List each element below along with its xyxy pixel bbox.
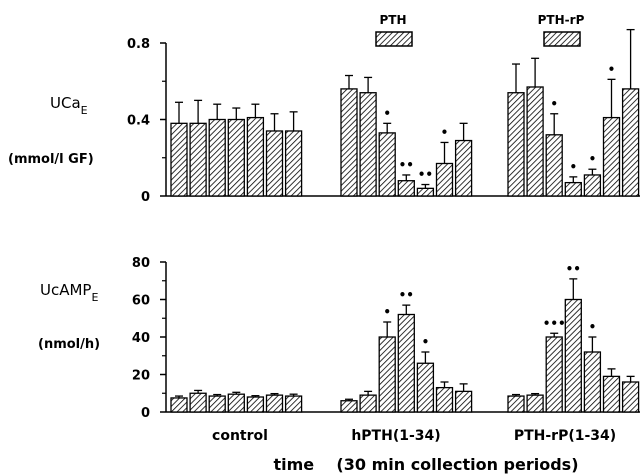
top-bar — [170, 122, 188, 197]
bottom-bar — [227, 393, 245, 413]
bottom-significance-mark: • — [422, 335, 430, 349]
bottom-bar — [416, 362, 435, 413]
top-significance-mark: • — [608, 62, 616, 76]
top-significance-mark: •• — [399, 158, 414, 172]
top-bar — [208, 118, 226, 197]
bottom-bar — [208, 395, 226, 413]
category-label-pthrp: PTH-rP(1-34) — [514, 428, 616, 444]
top-bar — [284, 130, 303, 197]
top-significance-mark: • — [550, 97, 558, 111]
top-treatment-label-pth: PTH — [379, 13, 406, 27]
bottom-bar — [284, 395, 303, 413]
top-bar — [246, 116, 265, 197]
top-significance-mark: • — [383, 106, 391, 120]
top-bar — [378, 132, 396, 197]
bottom-significance-mark: • — [589, 320, 597, 334]
bottom-bar — [621, 381, 640, 413]
bottom-bar — [359, 394, 377, 413]
top-treatment-bar-pth — [375, 31, 413, 47]
bottom-bar — [397, 313, 415, 413]
top-bars: •••••••••• — [170, 28, 640, 197]
top-ylabel: UCaE — [50, 94, 88, 117]
top-bar — [340, 88, 358, 197]
top-bar — [265, 130, 284, 197]
top-bar — [583, 174, 602, 197]
bottom-bar — [265, 394, 284, 413]
bottom-bar — [583, 351, 602, 413]
top-bar — [397, 180, 415, 197]
top-bar — [227, 118, 245, 197]
bottom-bar — [170, 397, 188, 413]
top-bar — [564, 181, 582, 197]
top-bar — [507, 92, 525, 197]
bottom-bar — [545, 336, 563, 413]
bottom-bar — [246, 396, 265, 413]
bottom-ytick-label: 80 — [132, 256, 150, 271]
top-bar — [435, 162, 454, 197]
top-bar — [526, 86, 544, 197]
category-label-control: control — [212, 428, 268, 444]
bottom-bar — [526, 394, 544, 413]
top-bar — [454, 139, 473, 197]
top-bar — [359, 92, 377, 197]
top-significance-mark: • — [589, 152, 597, 166]
bottom-significance-mark: ••• — [543, 316, 566, 330]
top-bar — [416, 187, 435, 197]
top-treatment-bar-pthrp — [543, 31, 581, 47]
bottom-significance-mark: • — [383, 305, 391, 319]
top-ytick-label: 0.4 — [127, 114, 150, 129]
bottom-ylabel-main: UcAMP — [40, 281, 91, 299]
top-treatment-label-pthrp: PTH-rP — [538, 13, 585, 27]
x-axis-title: time (30 min collection periods) — [273, 455, 578, 474]
bottom-ytick-label: 0 — [141, 406, 150, 421]
top-bar — [621, 88, 640, 197]
bottom-ytick-label: 20 — [132, 369, 150, 384]
bottom-bar — [435, 386, 454, 413]
top-significance-mark: •• — [418, 168, 433, 182]
top-ylabel-units: (mmol/l GF) — [8, 152, 94, 167]
category-label-hpth: hPTH(1-34) — [351, 428, 440, 444]
bottom-bars: •••••••••• — [170, 262, 640, 413]
bottom-ytick-label: 60 — [132, 294, 150, 309]
bottom-bar — [340, 400, 358, 413]
bottom-bar — [378, 336, 396, 413]
top-ytick-label: 0.8 — [127, 37, 150, 52]
bottom-ylabel-units: (nmol/h) — [38, 337, 100, 352]
bottom-ytick-label: 40 — [132, 331, 150, 346]
top-ylabel-main: UCa — [50, 94, 81, 112]
bottom-bar — [189, 392, 207, 413]
top-bar — [189, 122, 207, 197]
bottom-ylabel-sub: E — [91, 291, 98, 304]
bottom-bar — [602, 375, 621, 413]
bottom-bar — [564, 298, 582, 413]
bottom-bar — [454, 390, 473, 413]
top-bar — [602, 116, 621, 197]
top-significance-mark: • — [569, 160, 577, 174]
top-significance-mark: • — [441, 125, 449, 139]
top-bar — [545, 134, 563, 197]
bottom-bar — [507, 395, 525, 413]
bottom-significance-mark: •• — [399, 288, 414, 302]
bottom-significance-mark: •• — [566, 262, 581, 276]
top-ylabel-sub: E — [81, 104, 88, 117]
top-ytick-label: 0 — [141, 190, 150, 205]
bottom-ylabel: UcAMPE — [40, 281, 98, 304]
